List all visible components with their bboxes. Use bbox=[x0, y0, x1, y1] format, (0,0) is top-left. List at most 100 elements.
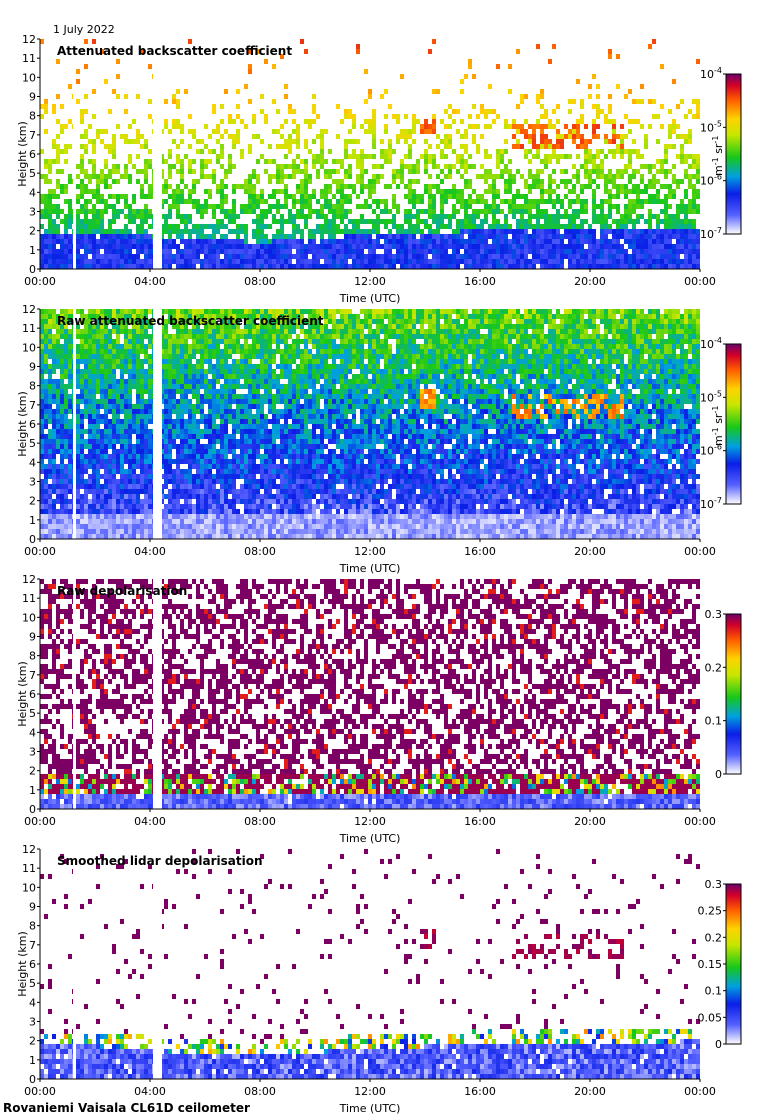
heatmap-cell bbox=[56, 59, 60, 64]
heatmap-cell bbox=[116, 364, 120, 369]
heatmap-cell bbox=[464, 224, 468, 229]
heatmap-cell bbox=[568, 199, 572, 204]
heatmap-cell bbox=[112, 389, 116, 394]
heatmap-cell bbox=[308, 209, 312, 214]
heatmap-cell bbox=[144, 534, 148, 539]
heatmap-cell bbox=[324, 199, 328, 204]
heatmap-cell bbox=[276, 259, 280, 264]
heatmap-cell bbox=[100, 384, 104, 389]
heatmap-cell bbox=[60, 454, 64, 459]
heatmap-cell bbox=[116, 179, 120, 184]
heatmap-cell bbox=[348, 209, 352, 214]
heatmap-cell bbox=[144, 494, 148, 499]
heatmap-cell bbox=[192, 489, 196, 494]
heatmap-cell bbox=[136, 534, 140, 539]
heatmap-cell bbox=[288, 139, 292, 144]
heatmap-cell bbox=[292, 244, 296, 249]
heatmap-cell bbox=[316, 229, 320, 234]
heatmap-cell bbox=[168, 514, 172, 519]
heatmap-cell bbox=[696, 104, 700, 109]
heatmap-cell bbox=[404, 134, 408, 139]
heatmap-cell bbox=[348, 254, 352, 259]
heatmap-cell bbox=[60, 534, 64, 539]
heatmap-cell bbox=[84, 234, 88, 239]
heatmap-cell bbox=[88, 234, 92, 239]
heatmap-cell bbox=[664, 214, 668, 219]
heatmap-cell bbox=[584, 149, 588, 154]
heatmap-cell bbox=[48, 399, 52, 404]
heatmap-cell bbox=[196, 319, 200, 324]
heatmap-cell bbox=[164, 534, 168, 539]
heatmap-cell bbox=[136, 494, 140, 499]
heatmap-cell bbox=[596, 219, 600, 224]
heatmap-cell bbox=[684, 154, 688, 159]
heatmap-cell bbox=[148, 214, 152, 219]
heatmap-cell bbox=[176, 119, 180, 124]
heatmap-cell bbox=[192, 314, 196, 319]
heatmap-cell bbox=[644, 184, 648, 189]
heatmap-cell bbox=[568, 249, 572, 254]
heatmap-cell bbox=[536, 219, 540, 224]
heatmap-cell bbox=[316, 174, 320, 179]
heatmap-cell bbox=[636, 149, 640, 154]
heatmap-cell bbox=[172, 309, 176, 314]
heatmap-cell bbox=[176, 494, 180, 499]
heatmap-cell bbox=[372, 229, 376, 234]
heatmap-cell bbox=[164, 474, 168, 479]
heatmap-cell bbox=[400, 254, 404, 259]
heatmap-cell bbox=[436, 164, 440, 169]
heatmap-cell bbox=[80, 354, 84, 359]
heatmap-cell bbox=[60, 319, 64, 324]
heatmap-cell bbox=[48, 369, 52, 374]
heatmap-cell bbox=[596, 249, 600, 254]
heatmap-cell bbox=[308, 264, 312, 269]
heatmap-cell bbox=[76, 184, 80, 189]
heatmap-cell bbox=[584, 249, 588, 254]
heatmap-cell bbox=[60, 529, 64, 534]
heatmap-cell bbox=[40, 464, 44, 469]
heatmap-cell bbox=[452, 119, 456, 124]
heatmap-cell bbox=[380, 139, 384, 144]
heatmap-cell bbox=[336, 264, 340, 269]
heatmap-cell bbox=[576, 244, 580, 249]
heatmap-cell bbox=[344, 169, 348, 174]
heatmap-cell bbox=[48, 519, 52, 524]
heatmap-cell bbox=[164, 374, 168, 379]
heatmap-cell bbox=[108, 434, 112, 439]
heatmap-cell bbox=[68, 384, 72, 389]
heatmap-cell bbox=[56, 439, 60, 444]
heatmap-cell bbox=[108, 394, 112, 399]
heatmap-cell bbox=[44, 229, 48, 234]
heatmap-cell bbox=[140, 49, 144, 54]
heatmap-cell bbox=[188, 249, 192, 254]
heatmap-cell bbox=[284, 239, 288, 244]
heatmap-cell bbox=[88, 399, 92, 404]
heatmap-cell bbox=[96, 224, 100, 229]
heatmap-cell bbox=[176, 224, 180, 229]
heatmap-cell bbox=[196, 379, 200, 384]
heatmap-cell bbox=[212, 224, 216, 229]
heatmap-cell bbox=[224, 259, 228, 264]
heatmap-cell bbox=[132, 464, 136, 469]
heatmap-cell bbox=[612, 234, 616, 239]
heatmap-cell bbox=[364, 239, 368, 244]
heatmap-cell bbox=[340, 244, 344, 249]
heatmap-cell bbox=[40, 314, 44, 319]
heatmap-cell bbox=[132, 419, 136, 424]
heatmap-cell bbox=[48, 264, 52, 269]
heatmap-cell bbox=[84, 374, 88, 379]
heatmap-cell bbox=[84, 509, 88, 514]
heatmap-cell bbox=[396, 119, 400, 124]
heatmap-cell bbox=[280, 54, 284, 59]
heatmap-cell bbox=[360, 149, 364, 154]
heatmap-cell bbox=[500, 174, 504, 179]
heatmap-cell bbox=[124, 429, 128, 434]
heatmap-cell bbox=[428, 189, 432, 194]
heatmap-cell bbox=[580, 134, 584, 139]
heatmap-cell bbox=[688, 219, 692, 224]
heatmap-cell bbox=[40, 234, 44, 239]
heatmap-cell bbox=[168, 414, 172, 419]
heatmap-cell bbox=[176, 389, 180, 394]
heatmap-cell bbox=[568, 204, 572, 209]
heatmap-cell bbox=[372, 264, 376, 269]
